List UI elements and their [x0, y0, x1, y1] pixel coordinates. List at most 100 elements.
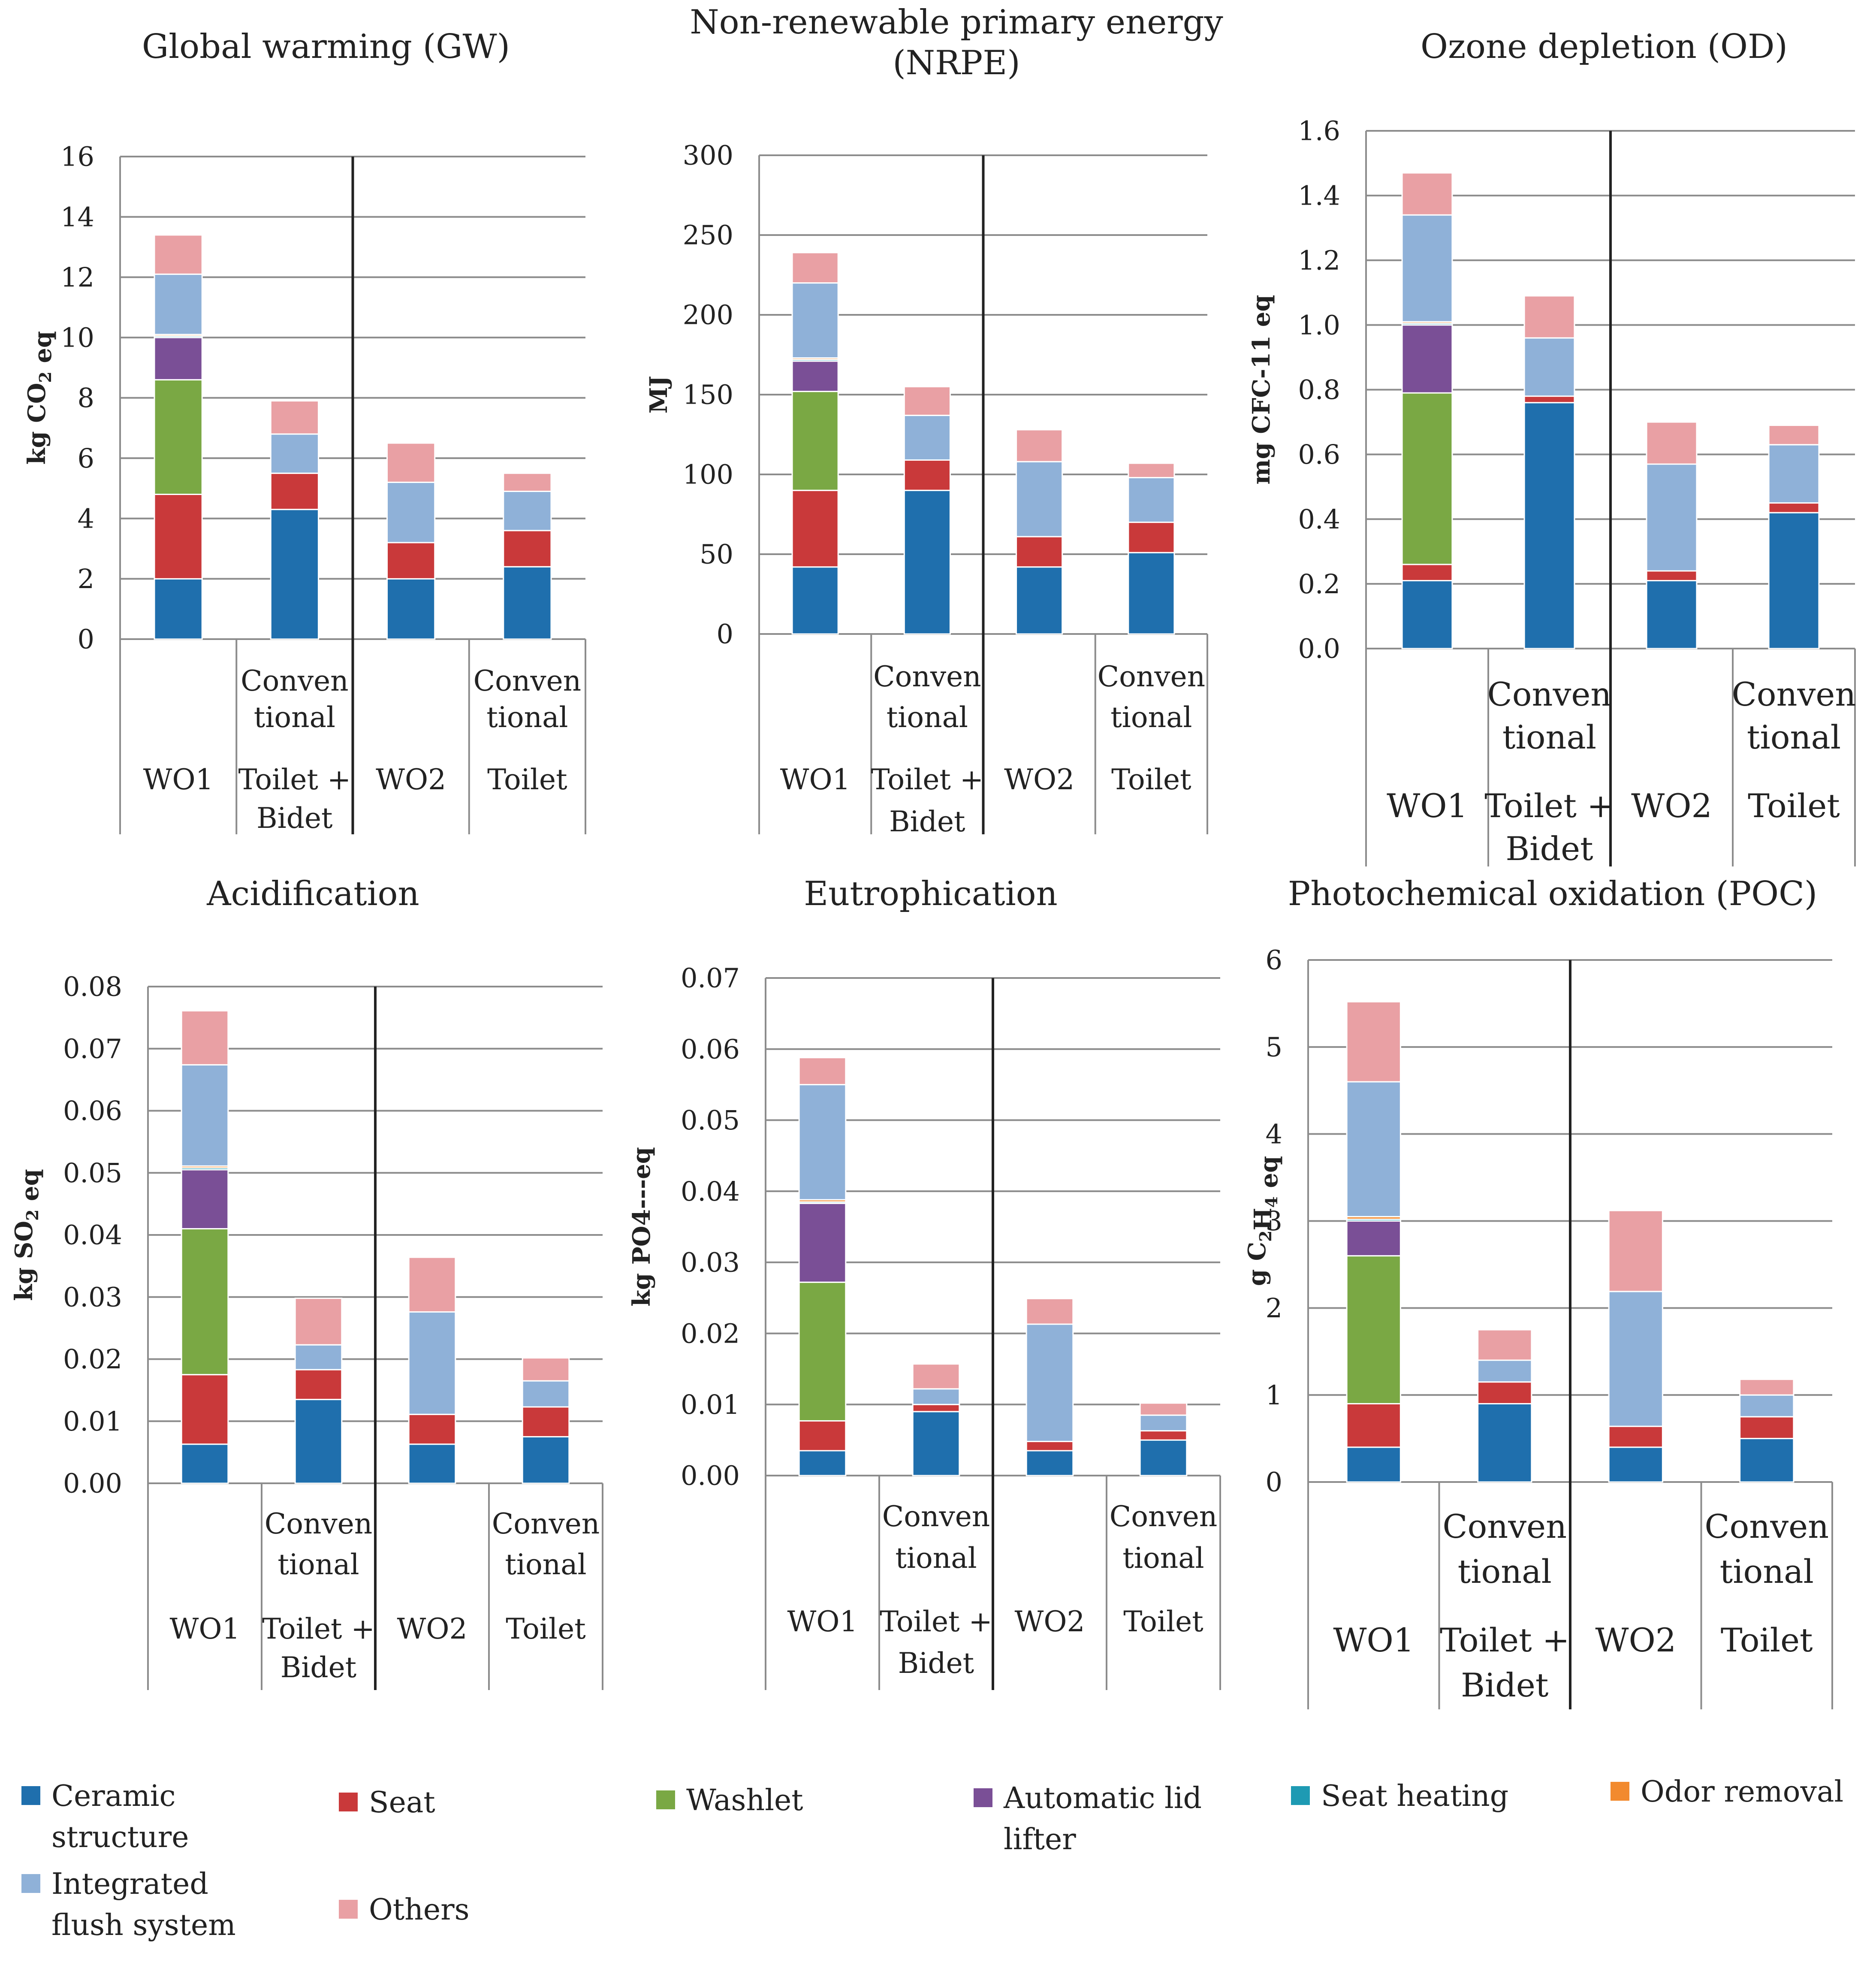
category-label: tional [486, 701, 568, 734]
bar-segment [1477, 1359, 1532, 1383]
category-label: Conven [873, 660, 981, 693]
bar-segment [386, 578, 436, 640]
bar-segment [1401, 392, 1453, 565]
bar-segment [1016, 566, 1063, 635]
category-label: WO1 [143, 763, 214, 796]
bar-segment [181, 1228, 229, 1376]
bar-segment [1646, 570, 1698, 582]
category-label: Conven [492, 1507, 600, 1540]
bar-segment [1768, 444, 1820, 504]
y-tick-label: 0.05 [681, 1105, 740, 1136]
y-tick-label: 0 [717, 619, 733, 650]
bar-segment [181, 1064, 229, 1167]
category-label: Toilet [1721, 1621, 1813, 1659]
bar-segment [798, 1420, 847, 1452]
category-label: WO2 [1015, 1605, 1085, 1638]
bar-segment [294, 1298, 343, 1346]
y-tick-label: 100 [683, 459, 733, 490]
category-label: WO2 [397, 1612, 467, 1645]
bar-segment [294, 1399, 343, 1484]
bar-segment [154, 273, 203, 335]
chart-title: (NRPE) [893, 44, 1020, 82]
bar-segment [1346, 1403, 1401, 1448]
bar-segment [1523, 295, 1575, 339]
bar-segment [1025, 1440, 1074, 1452]
bar-segment [1025, 1450, 1074, 1476]
y-tick-label: 1 [1266, 1379, 1282, 1411]
category-label: WO2 [376, 763, 446, 796]
y-tick-label: 12 [60, 262, 94, 293]
category-label: tional [1502, 718, 1596, 756]
bar-segment [408, 1413, 456, 1445]
bar-segment [270, 400, 319, 435]
bar-segment [154, 337, 203, 380]
bar-segment [1523, 402, 1575, 649]
bar-segment [791, 360, 839, 392]
bar-segment [1128, 522, 1175, 553]
y-tick-label: 0.00 [681, 1460, 740, 1491]
category-label: WO1 [170, 1612, 240, 1645]
bar-segment [408, 1311, 456, 1415]
category-label: Toilet [1123, 1605, 1203, 1638]
y-tick-label: 10 [60, 322, 94, 353]
category-label: Conven [265, 1507, 373, 1540]
bar-segment [1401, 564, 1453, 582]
bar-segment [1477, 1403, 1532, 1483]
y-axis-label-part: 4 [1262, 1196, 1281, 1207]
bar-segment [1128, 552, 1175, 635]
bar-segment [903, 459, 951, 491]
y-tick-label: 5 [1266, 1032, 1282, 1063]
y-tick-label: 0 [78, 624, 94, 655]
bar-segment [294, 1369, 343, 1401]
bar-segment [1646, 421, 1698, 465]
y-tick-label: 1.0 [1298, 309, 1340, 341]
bar-segment [912, 1363, 960, 1390]
y-tick-label: 1.4 [1298, 180, 1340, 211]
y-axis-label-part: kg PO4---eq [627, 1147, 656, 1307]
y-axis-label-part: 2 [23, 1210, 42, 1221]
y-axis-label: kg PO4---eq [627, 1147, 656, 1307]
y-tick-label: 0.03 [63, 1281, 122, 1313]
bar-segment [1016, 461, 1063, 537]
bar-segment [1523, 395, 1575, 404]
bar-segment [798, 1084, 847, 1201]
y-tick-label: 3 [1266, 1205, 1282, 1237]
category-label: Toilet + [1440, 1621, 1570, 1659]
y-tick-label: 0.4 [1298, 504, 1340, 535]
bar-segment [791, 391, 839, 491]
category-label: tional [895, 1542, 977, 1575]
bar-segment [791, 566, 839, 635]
bar-segment [1768, 512, 1820, 649]
bar-segment [798, 1202, 847, 1283]
y-tick-label: 0.6 [1298, 439, 1340, 470]
bar-segment [1608, 1210, 1663, 1292]
category-label: tional [277, 1548, 359, 1581]
y-tick-label: 8 [78, 382, 94, 414]
category-label: Conven [1442, 1507, 1567, 1545]
bar-segment [1608, 1425, 1663, 1448]
category-label: Conven [1487, 675, 1612, 713]
y-tick-label: 50 [700, 539, 733, 570]
y-tick-label: 0.2 [1298, 568, 1340, 600]
category-label: tional [254, 701, 335, 734]
category-label: WO1 [1333, 1621, 1414, 1659]
category-label: Toilet [1748, 787, 1840, 825]
y-axis-label-part: 2 [1256, 1230, 1275, 1241]
bar-segment [503, 530, 552, 567]
chart-title: Photochemical oxidation (POC) [1288, 875, 1817, 913]
bar-segment [386, 481, 436, 543]
bar-segment [1477, 1381, 1532, 1404]
bar-segment [1608, 1291, 1663, 1427]
bar-segment [1016, 429, 1063, 462]
y-tick-label: 0.08 [63, 971, 122, 1002]
y-tick-label: 1.6 [1298, 115, 1340, 147]
bar-segment [1346, 1001, 1401, 1083]
bar-segment [912, 1411, 960, 1476]
category-label: Conven [1704, 1507, 1829, 1545]
bar-segment [912, 1388, 960, 1405]
category-label: Bidet [889, 805, 965, 838]
y-axis-label: mg CFC-11 eq [1247, 295, 1276, 484]
category-label: Conven [1098, 660, 1206, 693]
y-tick-label: 0.04 [681, 1176, 740, 1207]
bar-segment [1346, 1446, 1401, 1483]
